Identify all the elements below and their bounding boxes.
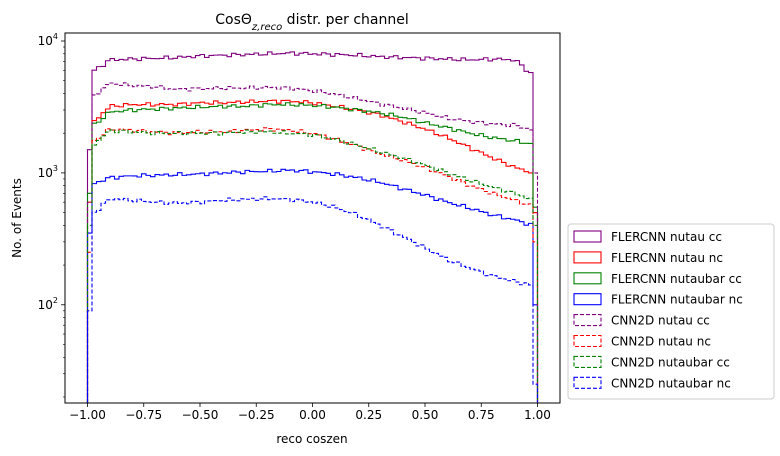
legend-label: CNN2D nutaubar nc [611,376,731,390]
legend-swatch [573,355,602,368]
y-tick-label: 103 [38,164,58,180]
x-tick-label: −0.50 [182,408,219,422]
y-axis: 102 103 104 [38,32,65,398]
series-cnn2d-nutaubar-cc [86,129,539,403]
legend-label: FLERCNN nutau cc [611,230,722,244]
series-group [86,51,539,403]
x-tick-label: −0.75 [125,408,162,422]
x-tick-label: 0.50 [412,408,439,422]
x-tick-label: 1.00 [524,408,551,422]
legend-swatch [573,230,602,243]
series-cnn2d-nutau-nc [86,127,539,403]
legend-label: CNN2D nutaubar cc [611,355,730,369]
x-tick-label: −0.25 [238,408,275,422]
series-cnn2d-nutaubar-nc [86,196,539,403]
legend-swatch [573,314,602,327]
series-flercnn-nutaubar-nc [86,168,539,403]
x-tick-label: 0.25 [355,408,382,422]
legend-box [567,223,775,400]
x-tick-label: 0.75 [468,408,495,422]
legend-label: FLERCNN nutaubar cc [611,272,742,286]
legend-swatch [573,293,602,306]
legend-label: CNN2D nutau nc [611,335,711,349]
chart-title: CosΘz,reco distr. per channel [215,12,408,33]
y-axis-label: No. of Events [10,178,24,258]
legend-swatch [573,334,602,348]
plot-area [64,32,561,404]
legend-swatch [573,376,602,389]
legend-label: CNN2D nutau cc [611,314,710,328]
x-tick-label: −1.00 [69,408,106,422]
series-cnn2d-nutau-cc [86,82,539,403]
series-flercnn-nutau-nc [86,99,539,403]
x-axis-label: reco coszen [276,432,347,446]
series-flercnn-nutau-cc [86,51,539,403]
legend: FLERCNN nutau cc FLERCNN nutau nc FLERCNN … [567,223,775,400]
y-tick-label: 104 [38,32,58,48]
legend-label: FLERCNN nutaubar nc [611,293,743,307]
y-tick-label: 102 [38,296,58,312]
legend-swatch [573,272,602,285]
legend-swatch [573,251,602,264]
series-flercnn-nutaubar-cc [86,102,539,403]
x-tick-label: 0.00 [299,408,326,422]
x-axis: −1.00 −0.75 −0.50 −0.25 0.00 0.25 0.50 0.75 1.00 [69,403,551,422]
legend-label: FLERCNN nutau nc [611,251,723,265]
